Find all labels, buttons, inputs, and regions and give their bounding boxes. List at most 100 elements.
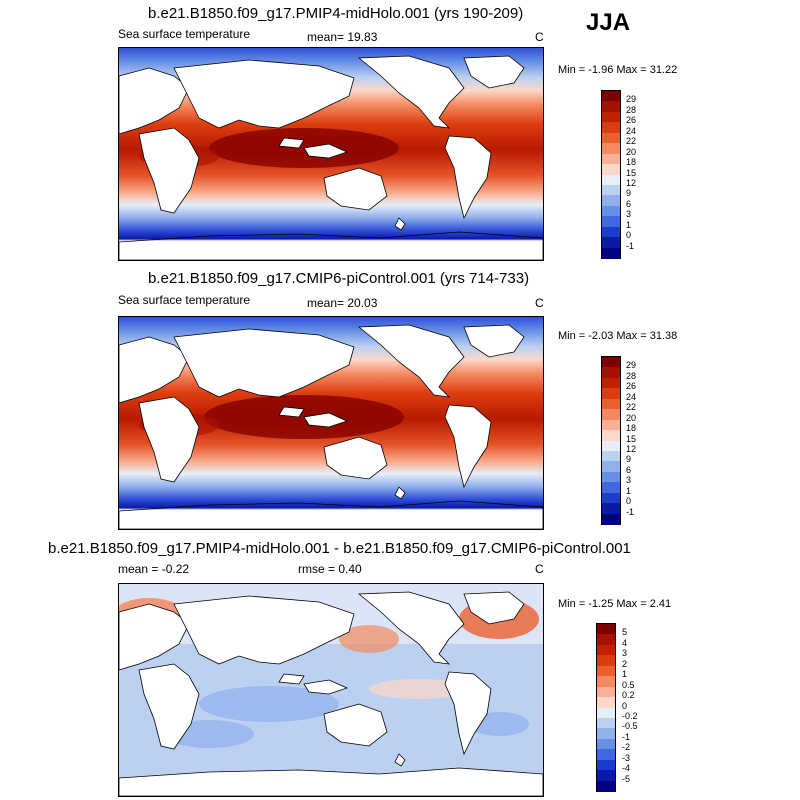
colorbar-tick-label: 29 [626, 94, 637, 105]
panel-1-minmax: Min = -1.96 Max = 31.22 [558, 64, 678, 76]
europe-outline [119, 603, 190, 671]
panel-1-mean-label: mean= 19.83 [307, 30, 378, 44]
colorbar-swatch [597, 665, 615, 677]
panel-3-colorbar [596, 623, 616, 792]
colorbar-swatch [597, 738, 615, 750]
colorbar-tick-label: 24 [626, 125, 637, 136]
panel-2-mean-label: mean= 20.03 [307, 296, 378, 310]
panel-3-map [118, 583, 544, 797]
colorbar-tick-label: 0.5 [622, 679, 635, 690]
colorbar-tick-label: 3 [626, 209, 632, 220]
south-america-outline [444, 404, 492, 489]
panel-2-variable-label: Sea surface temperature [118, 293, 251, 307]
antarctica-outline [119, 500, 543, 529]
colorbar-tick-label: 4 [622, 637, 628, 648]
colorbar-swatch [602, 143, 620, 155]
colorbar-swatch [602, 226, 620, 238]
panel-1-colorbar [601, 90, 621, 259]
colorbar-swatch [602, 419, 620, 431]
colorbar-swatch [602, 461, 620, 473]
colorbar-swatch [597, 717, 615, 729]
australia-outline [323, 167, 388, 211]
panel-3-minmax: Min = -1.25 Max = 2.41 [558, 598, 672, 610]
colorbar-swatch [602, 450, 620, 462]
panel-3-units-label: C [535, 562, 544, 576]
colorbar-swatch [597, 728, 615, 740]
colorbar-swatch [602, 471, 620, 483]
africa-outline [138, 127, 200, 214]
colorbar-tick-label: -0.2 [622, 710, 638, 721]
colorbar-swatch [602, 492, 620, 504]
colorbar-swatch [597, 644, 615, 656]
panel-2-colorbar [601, 356, 621, 525]
colorbar-swatch [602, 174, 620, 186]
panel-1-title: b.e21.B1850.f09_g17.PMIP4-midHolo.001 (y… [148, 5, 524, 22]
colorbar-tick-label: 6 [626, 198, 632, 209]
colorbar-swatch [602, 216, 620, 228]
colorbar-swatch [602, 153, 620, 165]
colorbar-swatch [602, 482, 620, 494]
colorbar-tick-label: 3 [622, 648, 628, 659]
north-america-outline [357, 55, 465, 129]
europe-outline [119, 336, 190, 404]
panel-2-units-label: C [535, 296, 544, 310]
colorbar-swatch [602, 430, 620, 442]
colorbar-tick-label: 2 [622, 658, 628, 669]
africa-outline [138, 396, 200, 483]
colorbar-tick-label: 22 [626, 136, 637, 147]
colorbar-tick-label: -5 [622, 773, 631, 784]
colorbar-swatch [597, 686, 615, 698]
colorbar-swatch [602, 247, 620, 259]
colorbar-swatch [597, 634, 615, 646]
colorbar-tick-label: 0 [626, 230, 632, 241]
colorbar-swatch [602, 111, 620, 123]
colorbar-swatch [597, 697, 615, 709]
colorbar-tick-label: -1 [626, 506, 635, 517]
colorbar-tick-label: 0 [622, 700, 628, 711]
colorbar-swatch [602, 513, 620, 525]
colorbar-tick-label: 9 [626, 188, 632, 199]
colorbar-swatch [602, 122, 620, 134]
south-america-outline [444, 671, 492, 756]
panel-1-map [118, 47, 544, 261]
panel-2-map [118, 316, 544, 530]
panel-3-mean-label: mean = -0.22 [118, 562, 190, 576]
colorbar-swatch [602, 237, 620, 249]
colorbar-swatch [597, 749, 615, 761]
panel-1-variable-label: Sea surface temperature [118, 27, 251, 41]
europe-outline [119, 67, 190, 135]
colorbar-tick-label: 20 [626, 146, 637, 157]
colorbar-swatch [597, 655, 615, 667]
colorbar-swatch [602, 388, 620, 400]
colorbar-tick-label: 28 [626, 104, 637, 115]
colorbar-tick-label: 20 [626, 412, 637, 423]
asia-outline [173, 328, 355, 398]
colorbar-tick-label: 22 [626, 402, 637, 413]
colorbar-swatch [602, 184, 620, 196]
colorbar-tick-label: 15 [626, 167, 637, 178]
colorbar-tick-label: 18 [626, 157, 637, 168]
panel-1-units-label: C [535, 30, 544, 44]
colorbar-tick-label: 26 [626, 381, 637, 392]
colorbar-tick-label: 12 [626, 443, 637, 454]
colorbar-tick-label: 12 [626, 177, 637, 188]
colorbar-tick-label: -1 [626, 240, 635, 251]
colorbar-swatch [597, 780, 615, 792]
colorbar-tick-label: 1 [622, 669, 628, 680]
north-america-outline [357, 591, 465, 665]
asia-outline [173, 59, 355, 129]
colorbar-swatch [602, 91, 620, 102]
colorbar-tick-label: 1 [626, 219, 632, 230]
south-america-outline [444, 135, 492, 220]
colorbar-swatch [597, 759, 615, 771]
panel-2-minmax: Min = -2.03 Max = 31.38 [558, 330, 678, 342]
panel-3-rmse-label: rmse = 0.40 [298, 562, 362, 576]
colorbar-swatch [602, 398, 620, 410]
north-america-outline [357, 324, 465, 398]
greenland-outline [463, 55, 525, 89]
greenland-outline [463, 591, 525, 625]
colorbar-tick-label: 6 [626, 464, 632, 475]
colorbar-tick-label: 9 [626, 454, 632, 465]
colorbar-tick-label: -1 [622, 731, 631, 742]
colorbar-swatch [602, 205, 620, 217]
